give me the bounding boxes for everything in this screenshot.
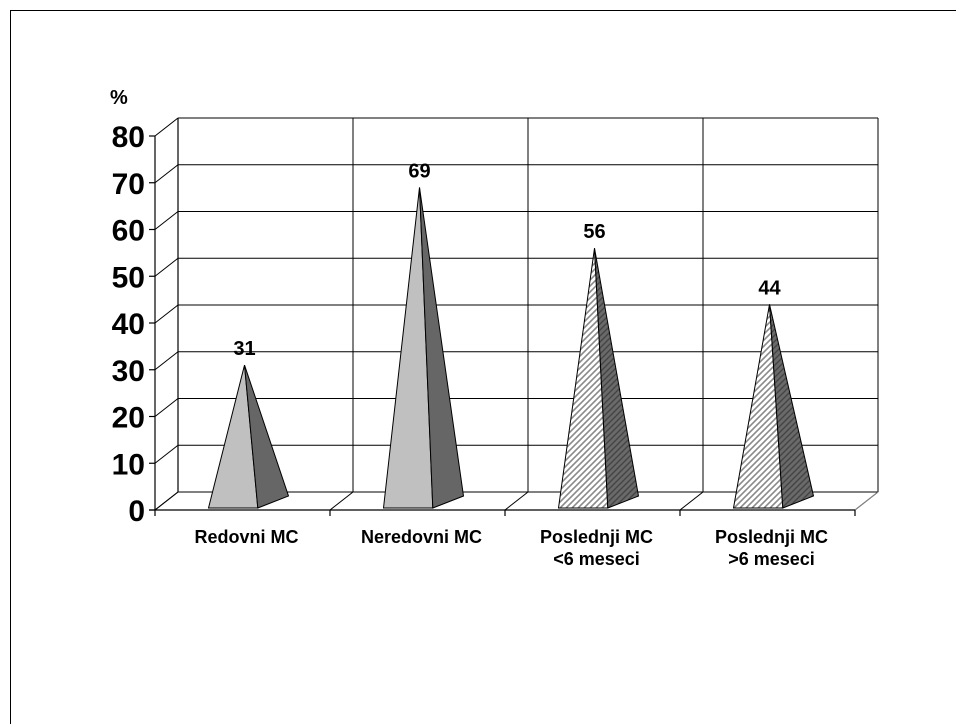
pyramid-side-face — [244, 364, 290, 509]
y-tick-label: 40 — [112, 308, 145, 341]
pyramid-side-face — [419, 187, 465, 509]
axes — [149, 118, 856, 516]
pyramid-side-face — [769, 304, 815, 509]
data-label: 56 — [583, 221, 605, 243]
data-label: 69 — [408, 160, 430, 182]
x-category-label: >6 meseci — [728, 549, 815, 569]
x-category-label: <6 meseci — [553, 549, 640, 569]
gridline-side — [154, 164, 179, 184]
gridline-side — [154, 351, 179, 371]
floor-edge — [854, 491, 879, 511]
gridline-side — [154, 398, 179, 417]
slide-frame — [10, 10, 956, 724]
y-tick-label: 0 — [128, 495, 145, 528]
y-tick-label: 50 — [112, 261, 145, 294]
x-category-label: Poslednji MC — [715, 527, 828, 547]
labels: 0 10 20 30 40 50 60 70 80% 31 69 56 44 Redovni MC Nere… — [110, 87, 828, 569]
floor-line — [504, 491, 529, 511]
y-tick-label: 70 — [112, 168, 145, 201]
y-tick-label: 10 — [112, 448, 145, 481]
floor-line — [329, 491, 354, 511]
y-tick-label: 30 — [112, 355, 145, 388]
gridline-side — [154, 117, 179, 137]
y-tick-label: 80 — [112, 121, 145, 154]
y-tick-label: 20 — [112, 402, 145, 435]
data-label: 31 — [233, 338, 255, 360]
gridline-side — [154, 304, 179, 324]
y-axis-unit-label: % — [110, 87, 128, 109]
data-label: 44 — [758, 277, 781, 299]
y-tick-label: 60 — [112, 215, 145, 248]
gridline-side — [154, 257, 179, 277]
pyramids — [207, 187, 815, 509]
x-category-label: Redovni MC — [194, 527, 298, 547]
floor-line — [679, 491, 704, 511]
gridline-side — [154, 211, 179, 230]
gridline-side — [154, 444, 179, 464]
x-category-label: Neredovni MC — [361, 527, 482, 547]
pyramid-side-face — [594, 248, 640, 509]
floor-line — [154, 491, 179, 511]
x-category-label: Poslednji MC — [540, 527, 653, 547]
